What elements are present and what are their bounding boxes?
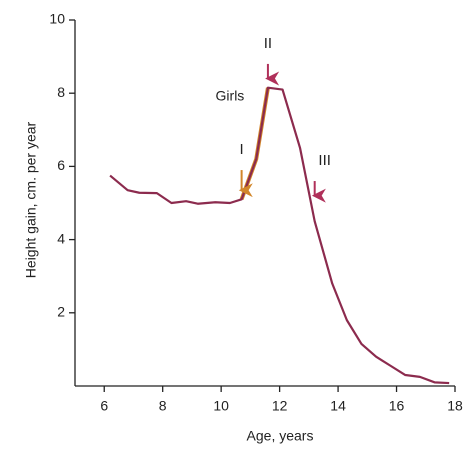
series-label: Girls xyxy=(216,88,245,104)
y-axis-label: Height gain, cm. per year xyxy=(23,121,39,278)
highlight-segment xyxy=(239,87,270,201)
x-tick-label: 12 xyxy=(272,398,288,414)
annotation: I xyxy=(240,141,244,158)
y-tick-label: 2 xyxy=(57,304,65,320)
x-axis-label: Age, years xyxy=(247,428,314,444)
x-tick-label: 14 xyxy=(330,398,346,414)
y-tick-label: 4 xyxy=(57,230,65,246)
y-tick-label: 8 xyxy=(57,84,65,100)
x-tick-label: 8 xyxy=(159,398,167,414)
annotation: II xyxy=(264,35,272,52)
y-tick-label: 10 xyxy=(49,11,65,27)
x-tick-label: 18 xyxy=(447,398,463,414)
x-tick-label: 16 xyxy=(389,398,405,414)
x-tick-label: 6 xyxy=(100,398,108,414)
annotation: III xyxy=(318,152,331,169)
line xyxy=(109,86,450,385)
y-tick-label: 6 xyxy=(57,157,65,173)
x-tick-label: 10 xyxy=(213,398,229,414)
